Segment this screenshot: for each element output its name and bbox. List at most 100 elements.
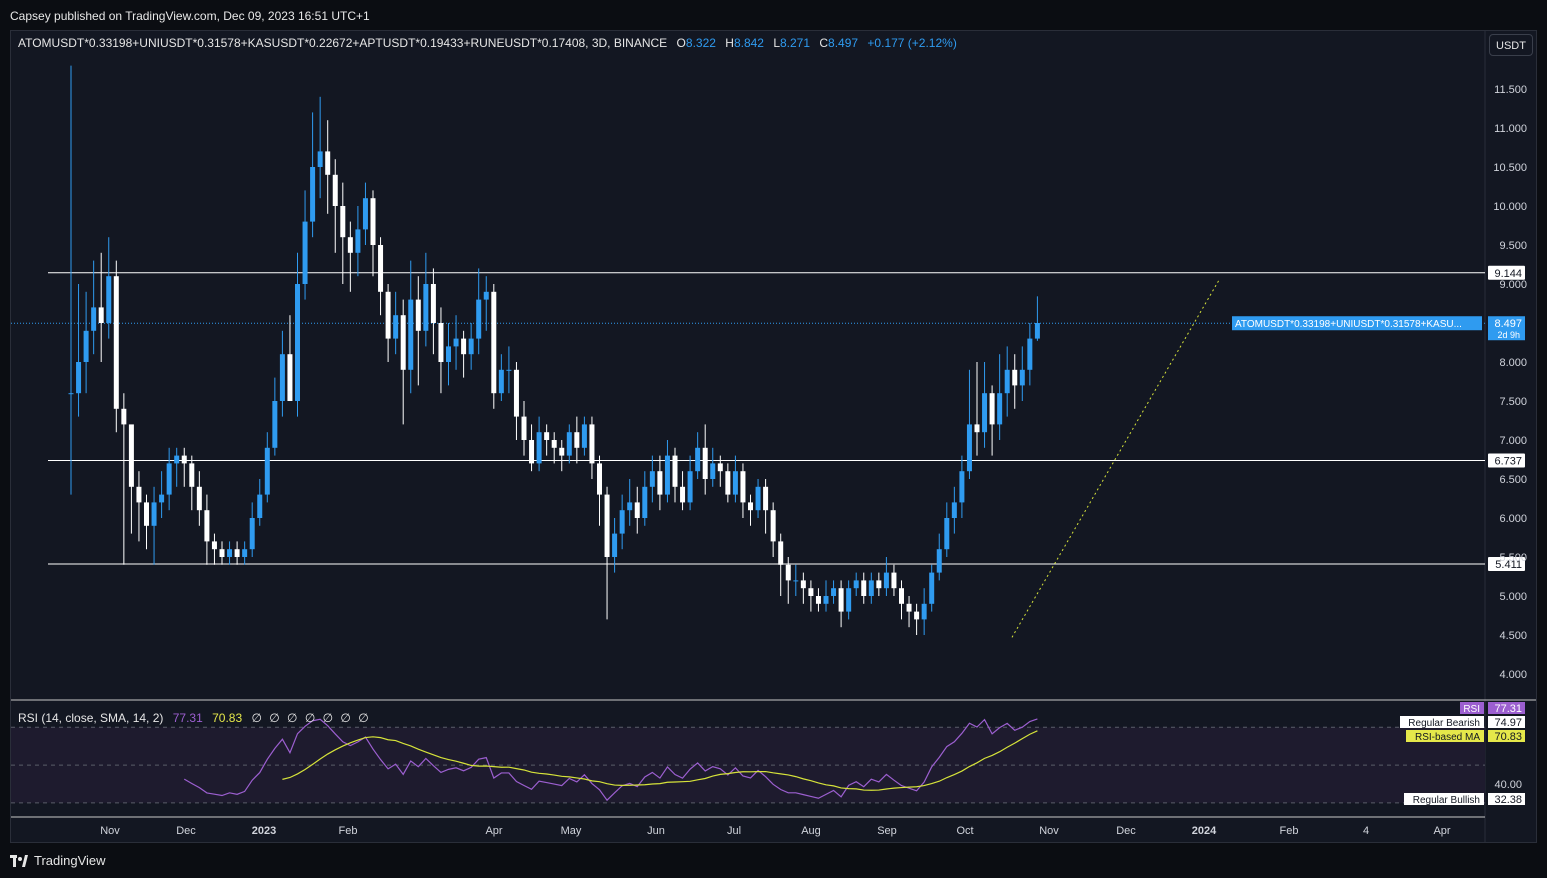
candle-body <box>989 393 995 425</box>
countdown-label: 2d 9h <box>1497 330 1520 340</box>
rsi-tick-label: 40.00 <box>1494 779 1522 791</box>
candle-body <box>883 572 889 589</box>
candle-body <box>234 549 240 557</box>
candle-body <box>1034 323 1040 339</box>
rsi-tag-value: 77.31 <box>1494 703 1522 715</box>
time-tick-label: Oct <box>956 825 973 837</box>
candle-body <box>340 206 346 238</box>
candle-body <box>242 549 248 557</box>
level-price-label: 5.411 <box>1495 559 1522 571</box>
candle-body <box>906 603 912 612</box>
time-tick-label: Dec <box>176 825 196 837</box>
candle-body <box>891 572 897 589</box>
rsi-empty-values: ∅ ∅ ∅ ∅ ∅ ∅ ∅ <box>251 711 371 725</box>
candle-body <box>430 284 436 323</box>
rsi-tag-value-bg <box>1488 702 1525 714</box>
candle-body <box>770 510 776 542</box>
candle-body <box>113 276 119 409</box>
candle-body <box>717 463 723 472</box>
candle-body <box>408 299 414 370</box>
candle-body <box>846 588 852 612</box>
currency-button[interactable]: USDT <box>1489 34 1533 56</box>
candle-body <box>257 494 263 518</box>
candle-body <box>385 291 391 339</box>
candle-body <box>838 588 844 612</box>
candle-body <box>1019 369 1025 386</box>
tradingview-logo-icon <box>10 854 28 867</box>
rsi-tag-name-bg <box>1404 793 1484 805</box>
candle-body <box>899 588 904 604</box>
candle-body <box>189 463 195 487</box>
candle-body <box>551 440 557 448</box>
symbol-tag <box>1232 316 1482 331</box>
price-tick-label: 11.000 <box>1494 123 1527 135</box>
candle-body <box>725 471 731 495</box>
candle-body <box>612 533 618 557</box>
time-tick-label: Apr <box>485 825 502 837</box>
time-tick-label: Nov <box>100 825 120 837</box>
candle-body <box>98 307 104 323</box>
candle-body <box>415 299 421 331</box>
candle-body <box>400 315 406 370</box>
candle-body <box>378 245 384 292</box>
price-tick-label: 9.500 <box>1499 240 1527 252</box>
current-price-tag <box>1488 316 1525 341</box>
candle-body <box>513 369 519 417</box>
candle-body <box>506 369 512 371</box>
candle-body <box>1004 369 1010 394</box>
candle-body <box>106 276 112 323</box>
rsi-tag-value: 70.83 <box>1494 731 1522 743</box>
candle-body <box>1012 369 1018 386</box>
candle-body <box>914 611 920 620</box>
candle-body <box>710 463 716 479</box>
price-tick-label: 10.000 <box>1493 201 1527 213</box>
close-key: C <box>819 36 829 50</box>
candle-body <box>491 291 497 394</box>
candle-body <box>310 167 316 222</box>
candle-body <box>853 580 859 589</box>
tradingview-brand[interactable]: TradingView <box>10 853 106 868</box>
rsi-label: RSI (14, close, SMA, 14, 2) <box>18 711 164 725</box>
candle-body <box>732 471 738 495</box>
candle-body <box>295 284 300 401</box>
candle-body <box>453 338 459 347</box>
candle-body <box>876 580 882 589</box>
candle-body <box>574 432 580 448</box>
candle-body <box>997 393 1003 425</box>
trendline <box>1011 279 1220 638</box>
time-tick-label: 2024 <box>1192 825 1217 837</box>
high-key: H <box>725 36 734 50</box>
candle-body <box>680 486 686 503</box>
candle-body <box>144 502 149 526</box>
price-tick-label: 6.500 <box>1499 474 1527 486</box>
candle-body <box>823 596 829 604</box>
candle-body <box>664 455 670 495</box>
time-tick-label: May <box>561 825 582 837</box>
low-key: L <box>773 36 780 50</box>
candle-body <box>589 424 595 464</box>
rsi-tag-value-bg <box>1488 793 1525 805</box>
time-tick-label: Feb <box>339 825 358 837</box>
high-value: 8.842 <box>733 36 764 50</box>
candle-body <box>861 580 867 596</box>
symbol-tag-label: ATOMUSDT*0.33198+UNIUSDT*0.31578+KASU... <box>1235 319 1462 330</box>
candle-body <box>627 502 633 511</box>
candle-body <box>468 338 474 355</box>
chart-frame[interactable] <box>10 30 1537 843</box>
candle-body <box>362 198 368 230</box>
candle-body <box>536 432 542 464</box>
time-tick-label: Aug <box>801 825 821 837</box>
level-price-tag <box>1488 265 1525 280</box>
rsi-tag-name: RSI-based MA <box>1415 732 1480 743</box>
candle-body <box>128 424 134 487</box>
candle-body <box>740 471 746 503</box>
time-tick-label: Jul <box>727 825 741 837</box>
time-tick-label: 2023 <box>252 825 276 837</box>
candle-body <box>944 518 950 550</box>
symbol-legend[interactable]: ATOMUSDT*0.33198+UNIUSDT*0.31578+KASUSDT… <box>18 36 957 50</box>
level-price-tag <box>1488 453 1525 468</box>
rsi-tag-value: 74.97 <box>1494 717 1522 729</box>
candle-body <box>121 408 127 425</box>
rsi-legend[interactable]: RSI (14, close, SMA, 14, 2) 77.31 70.83 … <box>18 711 371 725</box>
